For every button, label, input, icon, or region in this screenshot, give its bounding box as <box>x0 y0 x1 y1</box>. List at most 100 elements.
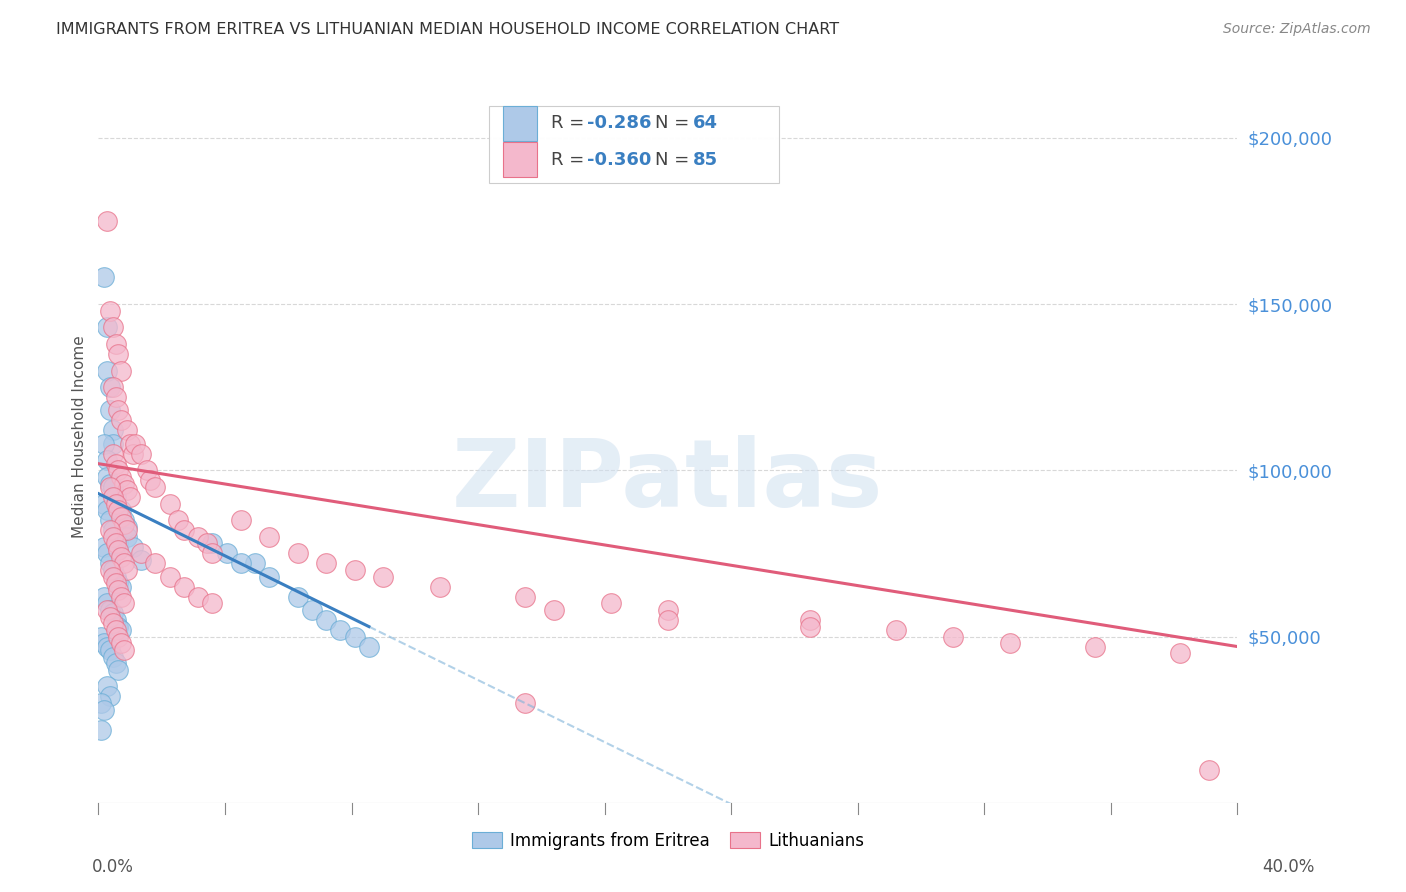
Point <box>96 680 118 694</box>
Point <box>229 557 252 571</box>
Point <box>98 476 121 491</box>
Point <box>229 513 252 527</box>
Point <box>90 723 112 737</box>
Point <box>115 523 138 537</box>
Point <box>124 436 146 450</box>
Point <box>101 490 124 504</box>
Point <box>98 303 121 318</box>
Point <box>96 453 118 467</box>
Point <box>515 696 537 710</box>
Point <box>107 347 129 361</box>
Point <box>343 630 366 644</box>
Point <box>1170 646 1192 660</box>
Point <box>135 463 157 477</box>
Point <box>107 536 129 550</box>
Text: 40.0%: 40.0% <box>1263 858 1315 876</box>
Point <box>287 590 309 604</box>
Point <box>98 557 121 571</box>
Point <box>429 580 451 594</box>
Point <box>96 640 118 654</box>
Point <box>259 530 281 544</box>
Point <box>167 513 190 527</box>
Point <box>118 436 141 450</box>
Point <box>98 563 121 577</box>
Point <box>96 546 118 560</box>
Text: N =: N = <box>655 151 696 169</box>
Text: 64: 64 <box>693 114 718 132</box>
Point <box>104 390 127 404</box>
Point <box>357 640 380 654</box>
Point <box>115 424 138 438</box>
Point <box>104 530 127 544</box>
Point <box>98 643 121 657</box>
Point <box>301 603 323 617</box>
Point <box>107 630 129 644</box>
Point <box>104 576 127 591</box>
Point <box>145 557 167 571</box>
Point <box>98 690 121 704</box>
Point <box>112 513 135 527</box>
Point <box>1198 763 1220 777</box>
Point <box>93 270 115 285</box>
Point <box>115 520 138 534</box>
Point <box>104 490 127 504</box>
Point <box>343 563 366 577</box>
Point <box>543 603 565 617</box>
Point <box>93 540 115 554</box>
Text: ZIPatlas: ZIPatlas <box>453 435 883 527</box>
Text: R =: R = <box>551 151 589 169</box>
Point <box>187 590 209 604</box>
Point <box>96 603 118 617</box>
Point <box>98 609 121 624</box>
Point <box>93 636 115 650</box>
Point <box>98 523 121 537</box>
Point <box>145 480 167 494</box>
Bar <box>503 143 537 178</box>
Point <box>101 607 124 621</box>
Point <box>201 596 224 610</box>
Point <box>96 470 118 484</box>
Point <box>104 613 127 627</box>
Point <box>101 616 124 631</box>
Point <box>115 530 138 544</box>
Point <box>110 413 132 427</box>
Point <box>799 619 821 633</box>
Point <box>215 546 238 560</box>
Point <box>998 636 1021 650</box>
Point <box>107 576 129 591</box>
Point <box>104 656 127 670</box>
FancyBboxPatch shape <box>489 106 779 183</box>
Point <box>107 619 129 633</box>
Point <box>259 570 281 584</box>
Point <box>187 530 209 544</box>
Point <box>110 549 132 564</box>
Point <box>101 424 124 438</box>
Point <box>107 582 129 597</box>
Point <box>110 503 132 517</box>
Text: IMMIGRANTS FROM ERITREA VS LITHUANIAN MEDIAN HOUSEHOLD INCOME CORRELATION CHART: IMMIGRANTS FROM ERITREA VS LITHUANIAN ME… <box>56 22 839 37</box>
Point <box>110 580 132 594</box>
Point <box>110 509 132 524</box>
Point <box>98 513 121 527</box>
Text: -0.360: -0.360 <box>586 151 651 169</box>
Point <box>93 590 115 604</box>
Point <box>101 649 124 664</box>
Y-axis label: Median Household Income: Median Household Income <box>72 335 87 539</box>
Point <box>101 436 124 450</box>
Point <box>243 557 266 571</box>
Point <box>101 480 124 494</box>
Point <box>112 643 135 657</box>
Point <box>600 596 623 610</box>
Point <box>104 337 127 351</box>
Point <box>93 497 115 511</box>
Point <box>118 490 141 504</box>
Point <box>110 470 132 484</box>
Point <box>96 503 118 517</box>
Point <box>93 703 115 717</box>
Point <box>107 463 129 477</box>
Point <box>110 623 132 637</box>
Legend: Immigrants from Eritrea, Lithuanians: Immigrants from Eritrea, Lithuanians <box>465 825 870 856</box>
Point <box>98 380 121 394</box>
Point <box>138 473 160 487</box>
Point <box>287 546 309 560</box>
